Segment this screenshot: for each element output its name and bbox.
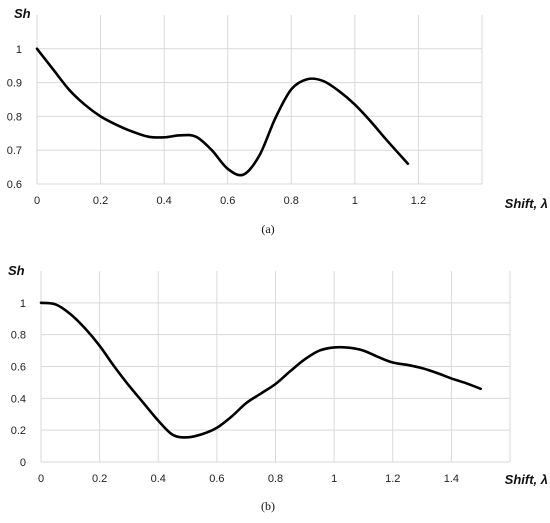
series-line-b (39, 301, 482, 439)
y-tick-label: 0.6 (7, 179, 22, 191)
panel-label-a: (a) (261, 222, 274, 236)
x-tick-label: 0.8 (268, 473, 283, 485)
y-tick-label: 0.7 (7, 145, 22, 157)
y-tick-label: 1 (20, 298, 26, 310)
y-tick-label: 0.8 (7, 111, 22, 123)
x-tick-label: 0 (34, 195, 40, 207)
y-tick-label: 0.2 (11, 425, 26, 437)
x-tick-labels-a: 0 0.2 0.4 0.6 0.8 1 1.2 (34, 195, 426, 207)
x-axis-label-b: Shift, λ (505, 472, 548, 487)
x-axis-label-a: Shift, λ (505, 196, 548, 211)
y-axis-label-b: Sh (8, 263, 25, 278)
y-tick-label: 0.9 (7, 78, 22, 90)
y-tick-label: 0.8 (11, 330, 26, 342)
x-tick-labels-b: 0 0.2 0.4 0.6 0.8 1 1.2 1.4 (38, 473, 459, 485)
x-tick-label: 0.8 (284, 195, 299, 207)
y-tick-label: 0 (20, 457, 26, 469)
x-tick-label: 0 (38, 473, 44, 485)
x-tick-label: 0.4 (156, 195, 171, 207)
x-tick-label: 1.2 (411, 195, 426, 207)
gridlines-b (40, 271, 511, 463)
x-tick-label: 0.6 (220, 195, 235, 207)
y-axis-label-a: Sh (14, 6, 31, 21)
series-line-a (35, 47, 410, 177)
x-tick-label: 1.2 (385, 473, 400, 485)
y-tick-labels-a: 0.6 0.7 0.8 0.9 1 (7, 44, 22, 191)
y-tick-labels-b: 0 0.2 0.4 0.6 0.8 1 (11, 298, 26, 469)
x-tick-label: 0.4 (151, 473, 166, 485)
chart-panel-b: 0 0.2 0.4 0.6 0.8 1 1.2 1.4 0 0.2 0.4 0.6 0.8 1 Sh S… (8, 263, 548, 513)
y-tick-label: 0.4 (11, 393, 26, 405)
gridlines-a (36, 15, 483, 185)
x-tick-label: 1 (331, 473, 337, 485)
x-tick-label: 0.2 (93, 195, 108, 207)
y-tick-label: 0.6 (11, 362, 26, 374)
y-tick-label: 1 (16, 44, 22, 56)
chart-panel-a: 0 0.2 0.4 0.6 0.8 1 1.2 0.6 0.7 0.8 0.9 1 Sh Shift… (7, 6, 548, 236)
x-tick-label: 1 (352, 195, 358, 207)
x-tick-label: 0.2 (92, 473, 107, 485)
x-tick-label: 0.6 (209, 473, 224, 485)
x-tick-label: 1.4 (444, 473, 459, 485)
panel-label-b: (b) (261, 499, 275, 513)
